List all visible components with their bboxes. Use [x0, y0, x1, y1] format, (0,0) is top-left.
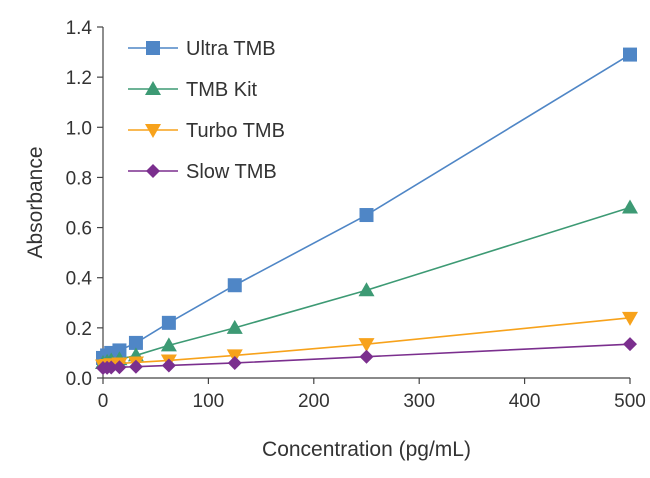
legend-label: Ultra TMB: [186, 38, 276, 60]
y-tick-label: 0.8: [66, 168, 92, 189]
legend: Ultra TMB TMB Kit Turbo TMB Slow TMB: [128, 38, 285, 183]
y-tick-label: 1.2: [66, 68, 92, 89]
data-point-ultra-tmb: [161, 315, 176, 330]
x-axis-title: Concentration (pg/mL): [262, 438, 471, 461]
data-point-slow-tmb: [128, 359, 143, 374]
legend-marker-slow-tmb: [146, 164, 160, 178]
legend-marker-turbo-tmb: [145, 124, 161, 138]
y-tick-label: 0.0: [66, 369, 92, 390]
data-point-ultra-tmb: [359, 208, 374, 223]
series-slow-tmb: [96, 337, 637, 375]
data-point-slow-tmb: [161, 358, 176, 373]
y-tick-label: 0.2: [66, 319, 92, 340]
y-tick-label: 0.6: [66, 219, 92, 240]
data-point-slow-tmb: [227, 355, 242, 370]
data-point-slow-tmb: [623, 337, 637, 352]
data-point-ultra-tmb: [128, 335, 143, 350]
legend-item-tmb-kit: TMB Kit: [128, 79, 258, 101]
x-tick-label: 0: [98, 391, 109, 412]
data-point-tmb-kit: [226, 319, 243, 334]
legend-marker-ultra-tmb: [146, 41, 160, 55]
legend-marker-tmb-kit: [145, 81, 161, 95]
data-point-ultra-tmb: [623, 47, 637, 62]
y-axis-ticks: 0.0 0.2 0.4 0.6 0.8 1.0 1.2 1.4: [66, 18, 103, 390]
x-tick-label: 300: [403, 391, 435, 412]
data-point-slow-tmb: [112, 360, 127, 375]
x-tick-label: 100: [193, 391, 225, 412]
x-tick-label: 400: [509, 391, 541, 412]
data-point-slow-tmb: [104, 360, 119, 375]
data-point-tmb-kit: [358, 282, 375, 297]
series-line-ultra-tmb: [102, 53, 631, 359]
x-tick-label: 500: [614, 391, 646, 412]
x-tick-label: 200: [298, 391, 330, 412]
data-point-tmb-kit: [622, 199, 638, 214]
data-point-slow-tmb: [359, 349, 374, 364]
x-axis-ticks: 0 100 200 300 400 500: [98, 378, 646, 412]
legend-item-turbo-tmb: Turbo TMB: [128, 120, 285, 142]
legend-item-ultra-tmb: Ultra TMB: [128, 38, 276, 60]
data-point-turbo-tmb: [622, 311, 638, 326]
y-axis-title: Absorbance: [24, 146, 47, 258]
data-point-ultra-tmb: [227, 278, 242, 293]
data-point-tmb-kit: [160, 337, 177, 352]
legend-label: Turbo TMB: [186, 120, 285, 142]
data-point-turbo-tmb: [358, 338, 375, 353]
y-tick-label: 1.4: [66, 18, 93, 39]
legend-label: Slow TMB: [186, 161, 277, 183]
legend-label: TMB Kit: [186, 79, 258, 101]
plot-frame: [102, 27, 630, 379]
legend-item-slow-tmb: Slow TMB: [128, 161, 277, 183]
series-layer: [95, 47, 638, 375]
y-tick-label: 1.0: [66, 118, 92, 139]
data-point-ultra-tmb: [112, 343, 127, 358]
series-ultra-tmb: [96, 47, 637, 365]
y-tick-label: 0.4: [66, 269, 93, 290]
